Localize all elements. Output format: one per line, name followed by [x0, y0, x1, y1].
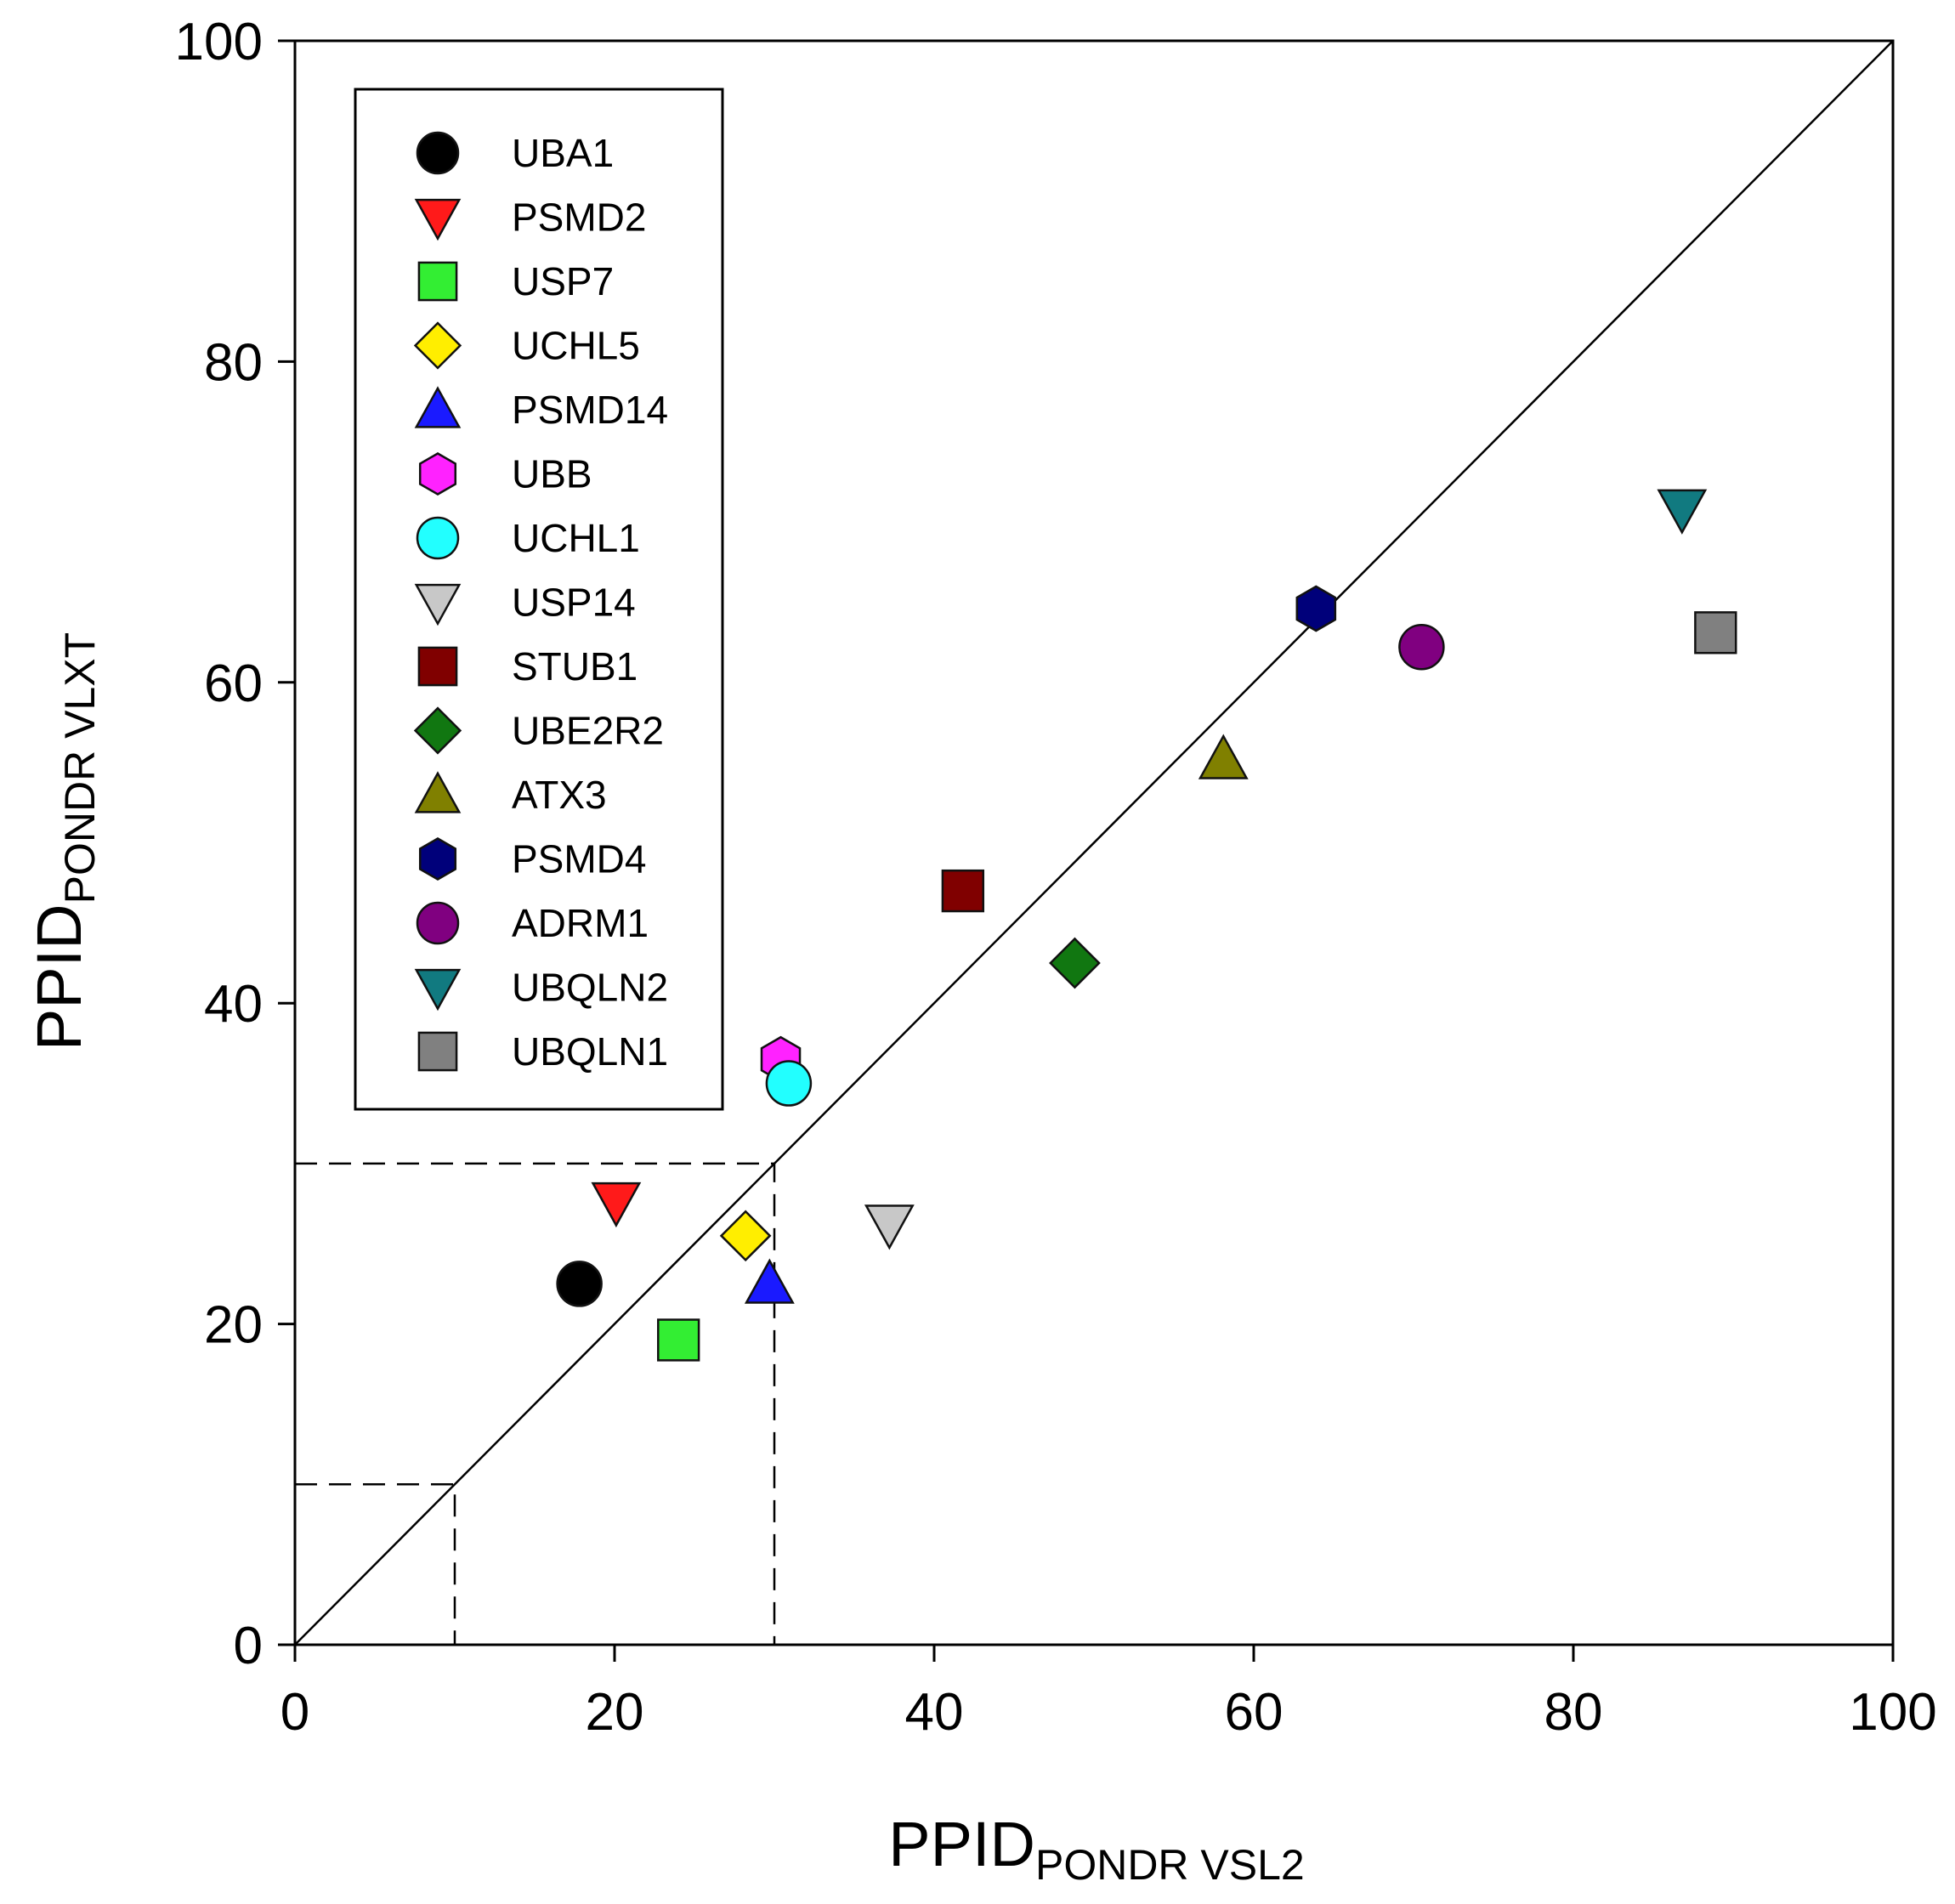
legend-label: UBQLN1 [512, 1029, 668, 1074]
legend-label: PSMD2 [512, 196, 646, 240]
legend-label: UBB [512, 452, 592, 496]
data-point-usp7 [657, 1318, 700, 1362]
axis-ticks: 0 20 40 60 80 100 0 20 40 60 80 100 [175, 13, 1937, 1742]
legend-item-uchl5: UCHL5 [413, 321, 640, 370]
legend-label: PSMD4 [512, 837, 646, 881]
data-point-psmd4 [1295, 585, 1337, 632]
legend-marker-psmd2 [414, 198, 462, 241]
y-axis-title: PPIDPONDR VLXT [24, 632, 104, 1051]
legend-marker-atx3 [414, 771, 462, 813]
reference-line-threshold-10 [295, 1483, 456, 1645]
x-tick-label: 40 [905, 1683, 964, 1742]
legend-label: ATX3 [512, 773, 607, 817]
y-tick-label: 80 [204, 333, 263, 392]
legend-item-ubqln1: UBQLN1 [417, 1029, 668, 1074]
y-tick-label: 100 [175, 13, 263, 71]
legend-label: UCHL5 [512, 324, 640, 368]
y-tick-label: 20 [204, 1296, 263, 1355]
legend-label: UBQLN2 [512, 966, 668, 1010]
legend-item-ubqln2: UBQLN2 [414, 966, 668, 1012]
legend: UBA1 PSMD2 USP7 UCHL5 PSMD14 UBB UCHL1 USP14 STU… [354, 88, 724, 1111]
data-points [556, 489, 1737, 1362]
data-point-uchl5 [719, 1210, 772, 1262]
legend-item-stub1: STUB1 [417, 644, 638, 688]
x-tick-label: 80 [1544, 1683, 1603, 1742]
y-tick-label: 60 [204, 654, 263, 713]
legend-marker-stub1 [417, 646, 458, 687]
legend-label: UBE2R2 [512, 709, 664, 753]
data-point-ubqln2 [1657, 489, 1708, 535]
legend-label: USP7 [512, 259, 614, 303]
x-axis-title-main: PPID [888, 1809, 1035, 1879]
legend-item-psmd4: PSMD4 [418, 837, 646, 881]
y-tick-label: 40 [204, 975, 263, 1034]
legend-marker-usp14 [414, 583, 462, 626]
legend-item-uchl1: UCHL1 [416, 516, 640, 560]
legend-label: PSMD14 [512, 388, 668, 432]
data-point-uba1 [556, 1261, 603, 1307]
y-tick-label: 0 [234, 1617, 263, 1675]
legend-marker-psmd4 [418, 837, 457, 881]
data-point-ube2r2 [1049, 937, 1101, 989]
data-point-ubqln1 [1694, 611, 1737, 654]
legend-label: STUB1 [512, 644, 638, 688]
data-point-usp14 [864, 1204, 915, 1250]
legend-item-psmd2: PSMD2 [414, 196, 646, 241]
legend-label: USP14 [512, 581, 636, 625]
y-axis-title-main: PPID [24, 904, 94, 1051]
legend-marker-usp7 [417, 261, 458, 302]
legend-marker-ubb [418, 452, 457, 496]
data-point-adrm1 [1398, 624, 1445, 671]
legend-item-adrm1: ADRM1 [416, 901, 649, 945]
legend-marker-adrm1 [416, 901, 460, 945]
plot-area-frame [293, 39, 1895, 1646]
reference-line-threshold-30 [295, 1162, 776, 1645]
reference-line-diagonal [294, 40, 1894, 1646]
legend-marker-ube2r2 [413, 706, 462, 755]
legend-item-usp14: USP14 [414, 581, 636, 626]
legend-marker-ubqln2 [414, 968, 462, 1012]
x-tick-label: 20 [586, 1683, 644, 1742]
data-point-stub1 [941, 869, 985, 913]
legend-item-ube2r2: UBE2R2 [413, 706, 664, 755]
legend-marker-uba1 [416, 131, 460, 175]
reference-lines [294, 40, 1894, 1646]
x-tick-label: 0 [280, 1683, 309, 1742]
legend-item-usp7: USP7 [417, 259, 614, 303]
legend-marker-uchl5 [413, 321, 462, 370]
y-axis-title-subscript: PONDR VLXT [56, 632, 104, 904]
data-point-uchl1 [765, 1060, 813, 1107]
x-axis-title-subscript: PONDR VSL2 [1035, 1841, 1305, 1889]
x-tick-label: 60 [1225, 1683, 1284, 1742]
legend-item-atx3: ATX3 [414, 771, 607, 817]
legend-item-psmd14: PSMD14 [414, 386, 668, 432]
legend-marker-psmd14 [414, 386, 462, 428]
data-point-psmd2 [591, 1182, 642, 1228]
legend-box [354, 88, 724, 1111]
legend-item-ubb: UBB [418, 452, 592, 496]
x-tick-label: 100 [1849, 1683, 1936, 1742]
data-point-psmd14 [744, 1258, 795, 1304]
legend-marker-uchl1 [416, 516, 460, 560]
data-point-atx3 [1198, 734, 1249, 779]
legend-label: ADRM1 [512, 901, 649, 945]
legend-label: UBA1 [512, 131, 614, 175]
legend-item-uba1: UBA1 [416, 131, 614, 175]
x-axis-title: PPIDPONDR VSL2 [888, 1809, 1305, 1889]
legend-label: UCHL1 [512, 516, 640, 560]
legend-marker-ubqln1 [417, 1031, 458, 1072]
